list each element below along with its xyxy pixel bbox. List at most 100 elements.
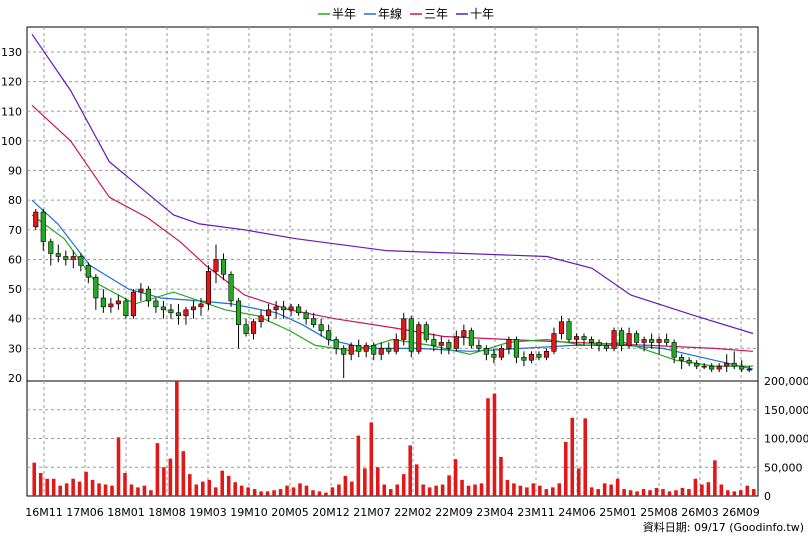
price-tick-label: 110	[1, 105, 22, 118]
moving-average-lines	[31, 33, 754, 370]
candle-body	[48, 241, 54, 254]
candle-body	[739, 365, 745, 370]
price-tick-label: 40	[8, 313, 22, 326]
candle-body	[611, 330, 617, 349]
candle-body	[175, 312, 182, 317]
volume-bar	[628, 490, 633, 496]
volume-bar	[466, 485, 471, 496]
volume-bar	[181, 451, 186, 496]
volume-bar	[272, 490, 276, 496]
volume-bar	[674, 490, 678, 496]
candlestick	[664, 333, 670, 346]
volume-bar	[602, 483, 607, 496]
candle-body	[258, 315, 264, 322]
candle-body	[641, 339, 647, 343]
candlestick	[341, 345, 347, 378]
candle-body	[619, 330, 625, 346]
candle-body	[573, 336, 580, 340]
volume-bar	[291, 487, 296, 496]
volume-bar	[317, 491, 322, 496]
candle-body	[138, 288, 144, 293]
candlestick	[183, 306, 189, 325]
candlestick	[281, 300, 287, 319]
candlestick	[63, 250, 69, 266]
candle-body	[431, 339, 437, 346]
candlestick	[130, 289, 136, 319]
volume-bar	[486, 398, 490, 496]
candlestick	[235, 297, 242, 349]
volume-bar	[706, 482, 711, 496]
candlestick	[724, 354, 730, 373]
volume-axis-ticks: 200,000 150,000 100,000 50,000 0	[764, 375, 808, 503]
volume-bar	[265, 491, 270, 496]
candle-body	[596, 342, 602, 346]
candlestick	[55, 244, 61, 263]
volume-bar	[369, 422, 374, 496]
candlestick	[731, 351, 737, 370]
candlestick	[551, 327, 557, 355]
volume-bar	[252, 489, 257, 496]
candlestick	[138, 283, 144, 301]
volume-bar	[97, 483, 101, 496]
candlestick	[100, 289, 106, 313]
candle-body	[311, 318, 317, 325]
candle-body	[326, 330, 332, 340]
volume-bar	[726, 490, 730, 496]
candle-body	[78, 256, 84, 266]
volume-bar	[388, 489, 393, 496]
price-axis-ticks: 130 120 110 100 90 80 70 60 50 40 30 20	[1, 46, 22, 385]
volume-bar	[693, 478, 698, 496]
candle-body	[168, 309, 174, 314]
candlestick	[408, 315, 414, 358]
candle-body	[476, 345, 482, 349]
candlestick	[401, 312, 407, 346]
candle-body	[220, 259, 227, 275]
candlestick	[483, 345, 489, 361]
volume-bar	[654, 487, 659, 496]
candle-body	[634, 333, 640, 343]
candle-body	[438, 342, 444, 346]
candlestick	[93, 274, 99, 310]
candlestick	[266, 303, 272, 322]
candlestick	[318, 318, 324, 337]
candlestick	[716, 363, 722, 373]
volume-bar	[233, 482, 237, 496]
candlestick	[363, 342, 369, 358]
volume-bar	[732, 491, 737, 496]
candle-body	[70, 256, 76, 260]
volume-tick-label: 50,000	[764, 461, 803, 474]
volume-bar	[661, 489, 665, 496]
candlestick	[446, 339, 452, 355]
x-tick-label: 20M05	[271, 506, 309, 519]
volume-bar	[45, 478, 49, 496]
candlestick	[686, 357, 692, 367]
candlestick	[649, 333, 655, 349]
volume-bar	[667, 491, 672, 496]
volume-bar	[538, 485, 542, 496]
volume-bar	[739, 490, 743, 496]
candlestick	[198, 297, 204, 316]
candle-body	[190, 306, 197, 311]
candlestick	[506, 336, 512, 355]
candlestick	[333, 336, 339, 355]
volume-bar	[713, 460, 717, 496]
candle-body	[453, 336, 459, 349]
price-tick-label: 80	[8, 194, 22, 207]
volume-bar	[64, 483, 69, 496]
candle-body	[371, 345, 377, 355]
price-tick-label: 120	[1, 76, 22, 89]
volume-bar	[116, 437, 121, 496]
candlestick	[85, 262, 91, 284]
candlestick	[498, 345, 504, 361]
volume-bar	[512, 483, 516, 496]
candlestick	[40, 209, 46, 251]
candlestick	[588, 336, 595, 349]
volume-bar	[110, 485, 114, 496]
candlesticks	[33, 209, 752, 378]
volume-bar	[363, 468, 367, 496]
candle-body	[671, 342, 677, 358]
volume-bar	[304, 485, 309, 496]
candle-body	[266, 309, 272, 317]
candlestick	[626, 327, 632, 349]
